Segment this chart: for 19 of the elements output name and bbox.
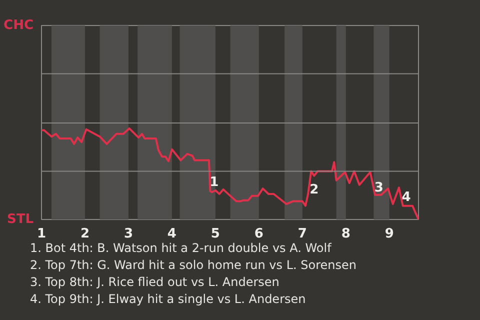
text: 3. Top 8th: J. Rice flied out vs L. Andersen bbox=[30, 274, 280, 291]
x-tick-label: 7 bbox=[298, 226, 307, 242]
annotation: 1 bbox=[210, 175, 219, 190]
x-tick-label: 4 bbox=[167, 226, 176, 242]
text: STL bbox=[6, 212, 34, 227]
x-tick-label: 8 bbox=[341, 226, 350, 242]
text: CHC bbox=[4, 18, 34, 33]
x-tick-label: 9 bbox=[384, 226, 394, 242]
x-tick-label: 3 bbox=[124, 226, 133, 242]
annotation: 4 bbox=[402, 190, 411, 205]
x-tick-label: 1 bbox=[36, 226, 46, 242]
annotation: 3 bbox=[374, 180, 384, 196]
text: 2. Top 7th: G. Ward hit a solo home run vs L. Sorensen bbox=[30, 257, 357, 274]
x-tick-label: 6 bbox=[254, 226, 264, 242]
x-tick-label: 2 bbox=[80, 226, 90, 242]
annotation: 2 bbox=[310, 182, 319, 198]
text: 1. Bot 4th: B. Watson hit a 2-run double vs A. Wolf bbox=[30, 240, 333, 257]
text: 4. Top 9th: J. Elway hit a single vs L. Andersen bbox=[30, 291, 307, 308]
x-tick-label: 5 bbox=[210, 226, 220, 242]
